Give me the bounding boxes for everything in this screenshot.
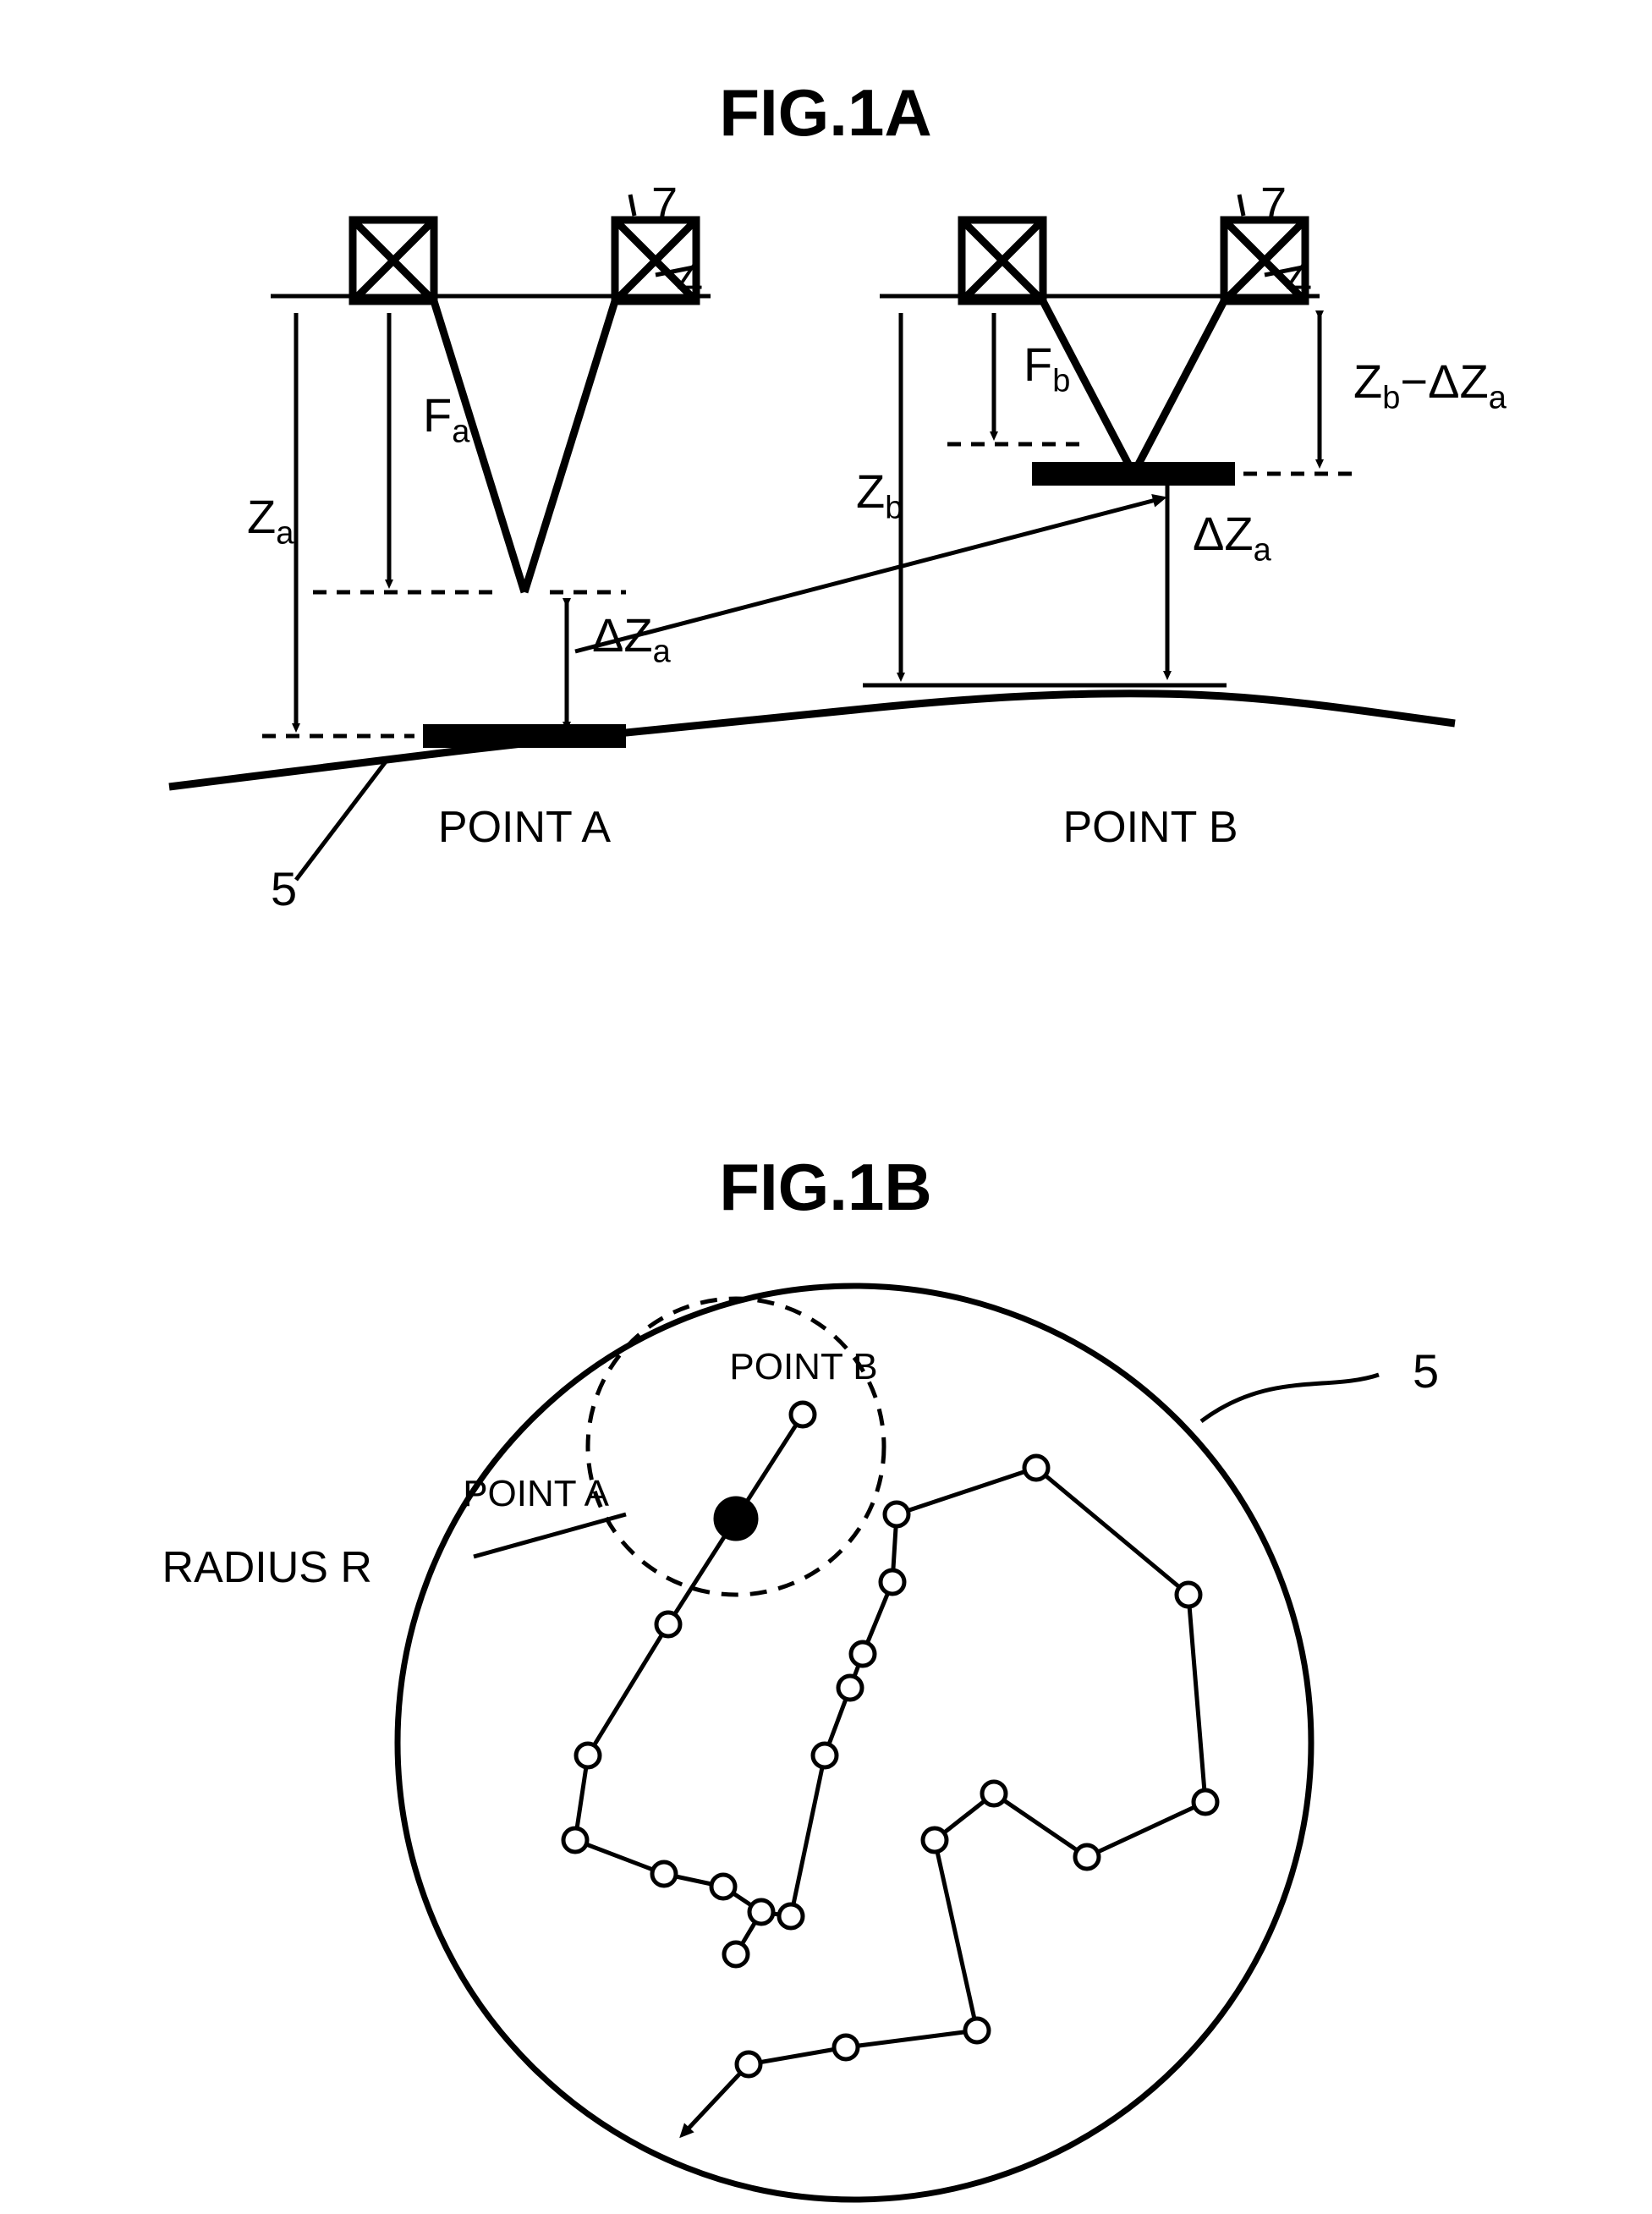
pointB-label-b: POINT B	[729, 1346, 877, 1387]
pointA-label-b: POINT A	[463, 1473, 609, 1514]
path-node	[711, 1875, 735, 1898]
path-node	[838, 1676, 862, 1700]
path-node	[881, 1570, 904, 1594]
path-node	[779, 1904, 803, 1928]
radius-r-label: RADIUS R	[162, 1543, 372, 1592]
Zb-minus-dZa-label: Zb−ΔZa	[1353, 354, 1507, 415]
pointB-label: POINT B	[1062, 803, 1238, 852]
path-node	[1194, 1790, 1217, 1814]
path-node	[1075, 1845, 1099, 1869]
path-node	[834, 2035, 858, 2059]
path-edge	[749, 2047, 846, 2064]
path-node	[923, 1828, 947, 1852]
sample-mark	[1032, 462, 1235, 486]
pointA-label: POINT A	[438, 803, 612, 852]
path-node	[1177, 1583, 1200, 1607]
path-edge	[1087, 1802, 1205, 1857]
path-node	[724, 1942, 748, 1966]
path-edge	[994, 1794, 1087, 1857]
path-edge	[575, 1840, 664, 1874]
path-node	[965, 2019, 989, 2042]
path-edge	[846, 2030, 977, 2047]
connector-arrow	[575, 499, 1159, 651]
path-edge	[1188, 1595, 1205, 1802]
path-edge	[935, 1840, 977, 2030]
path-node	[885, 1503, 908, 1526]
path-edge	[588, 1624, 668, 1755]
leader-4: 4	[677, 253, 703, 306]
figB-title: FIG.1B	[719, 1150, 931, 1224]
path-node	[563, 1828, 587, 1852]
leader-5: 5	[271, 862, 297, 915]
path-node	[576, 1744, 600, 1767]
dZa-label: ΔZa	[592, 608, 672, 669]
dZa-label-right: ΔZa	[1193, 507, 1272, 568]
leader-4: 4	[1286, 253, 1312, 306]
path-node	[813, 1744, 837, 1767]
label-5: 5	[1413, 1344, 1439, 1398]
path-node	[851, 1642, 875, 1666]
figA-title: FIG.1A	[719, 75, 931, 150]
radius-r-circle	[588, 1299, 884, 1595]
path-node	[652, 1862, 676, 1886]
path-edge	[791, 1755, 825, 1916]
path-node	[749, 1900, 773, 1924]
Za-label: Za	[247, 490, 294, 551]
path-node	[1024, 1456, 1048, 1480]
path-node	[737, 2052, 760, 2076]
node-point-a	[716, 1498, 756, 1539]
diagram-canvas: FIG.1A 74FaZaΔZaPOINT A574FbZbZb−ΔZaΔZaP…	[0, 0, 1652, 2214]
path-node	[656, 1612, 680, 1636]
leader-7: 7	[651, 177, 678, 230]
wafer-surface	[169, 694, 1455, 787]
figB-diagram: 5 RADIUS R POINT A POINT B	[162, 1286, 1440, 2200]
leader-5	[1201, 1375, 1379, 1421]
figA-diagram: 74FaZaΔZaPOINT A574FbZbZb−ΔZaΔZaPOINT B	[169, 177, 1507, 915]
Zb-label: Zb	[856, 464, 903, 525]
path-edge	[1036, 1468, 1188, 1595]
path-node	[791, 1403, 815, 1426]
leader-7: 7	[1260, 177, 1287, 230]
wafer-circle	[398, 1286, 1311, 2200]
path-node	[982, 1782, 1006, 1805]
path-edge	[897, 1468, 1036, 1514]
